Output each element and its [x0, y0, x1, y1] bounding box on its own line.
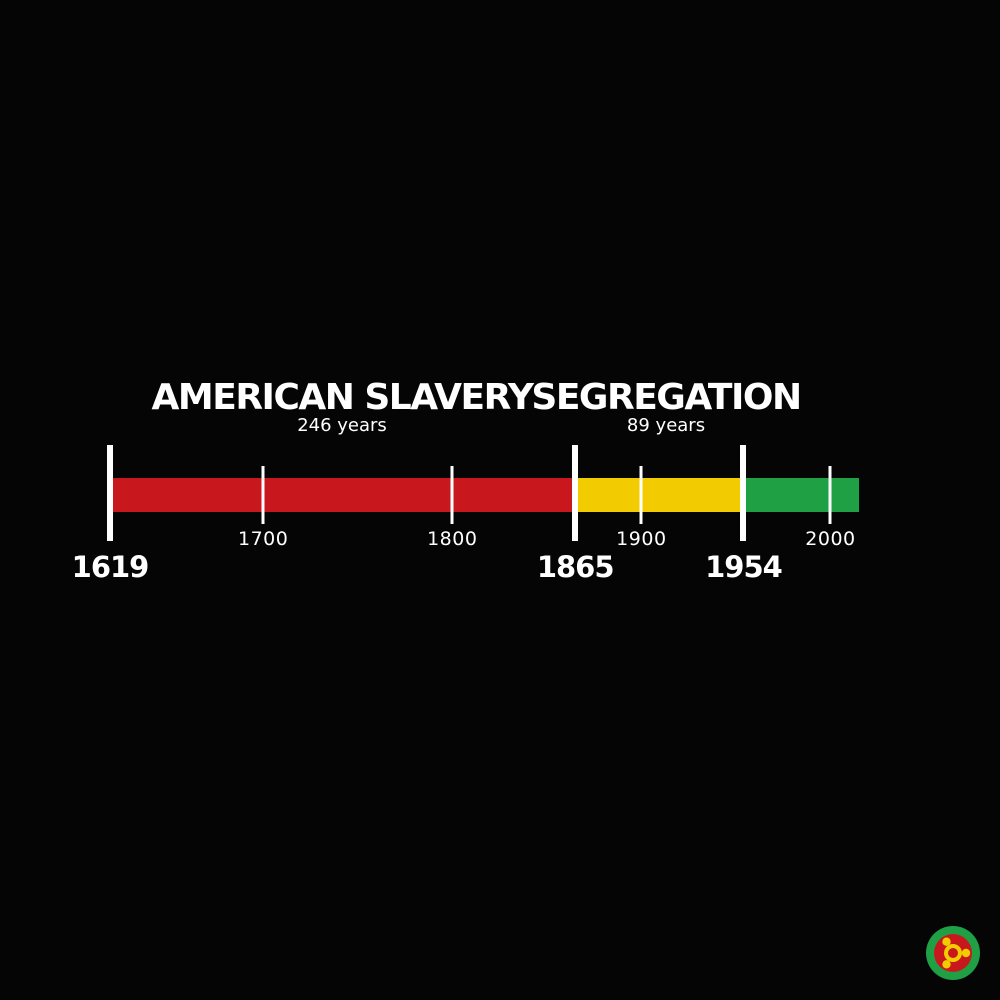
- year-label-2000: 2000: [805, 528, 856, 550]
- tick-1954: [740, 445, 747, 541]
- year-label-1800: 1800: [427, 528, 478, 550]
- year-label-1619: 1619: [71, 550, 150, 584]
- post-segregation-segment: [743, 478, 859, 512]
- segregation-segment: [575, 478, 744, 512]
- year-label-1700: 1700: [237, 528, 289, 550]
- slavery-segment: [110, 478, 576, 512]
- tick-1865: [572, 445, 579, 541]
- tick-1800: [450, 466, 454, 524]
- ubuntu-style-circle-logo-icon: [926, 926, 980, 980]
- tick-1700: [261, 466, 265, 524]
- year-label-1865: 1865: [536, 550, 615, 584]
- segregation-title: SEGREGATION: [531, 377, 802, 418]
- slavery-title: AMERICAN SLAVERY: [151, 377, 534, 418]
- tick-1900: [639, 466, 643, 524]
- tick-2000: [828, 466, 832, 524]
- year-label-1954: 1954: [705, 550, 783, 584]
- year-label-1900: 1900: [616, 528, 667, 550]
- segregation-duration: 89 years: [626, 415, 706, 436]
- tick-1619: [107, 445, 113, 541]
- slavery-duration: 246 years: [297, 415, 387, 436]
